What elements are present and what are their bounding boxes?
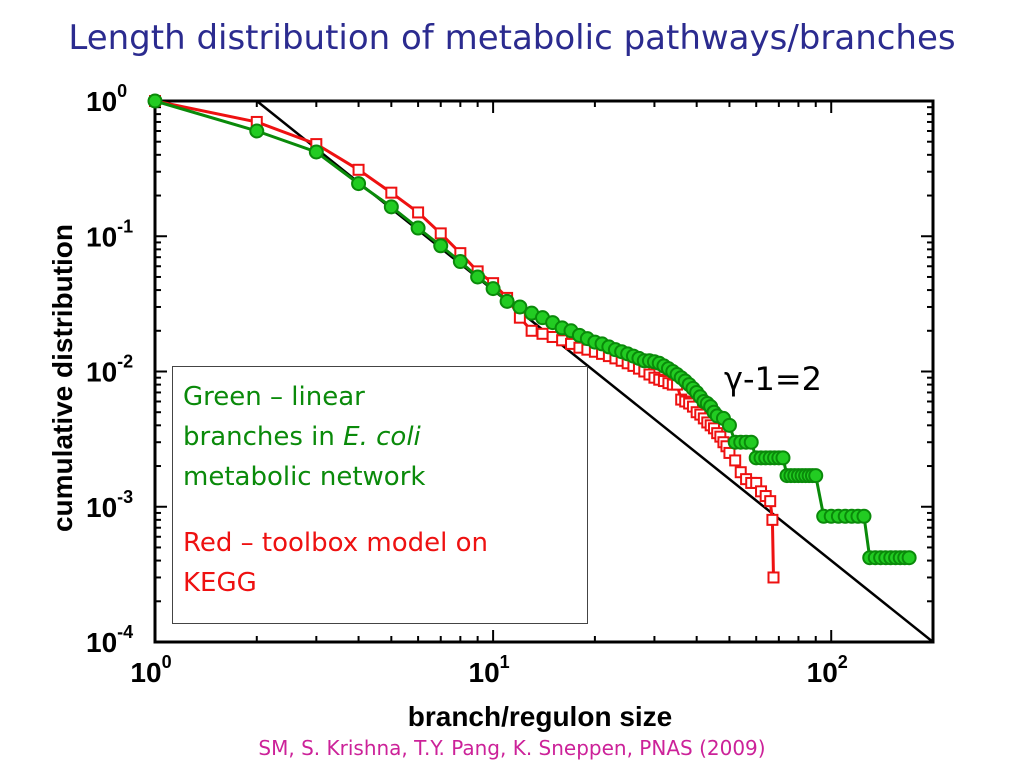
y-tick-exp: 0 [117,81,127,101]
data-point-green [901,550,917,566]
data-point-green [743,434,759,450]
x-tick-base: 10 [807,657,838,688]
legend-green-line2-pre: branches in [183,422,344,452]
series-layer [147,93,934,643]
gamma-symbol: γ [724,360,743,398]
data-point-red [525,324,538,337]
data-point-red [766,513,779,526]
x-tick-label: 100 [130,652,171,688]
data-point-green [808,468,824,484]
data-point-green [499,293,515,309]
gamma-text: -1=2 [743,360,822,398]
data-point-green [147,93,163,109]
y-tick-base: 10 [86,492,117,523]
y-tick-exp: -4 [117,622,133,642]
legend-green: Green – linear branches in E. coli metab… [183,377,577,497]
data-point-green [308,144,324,160]
x-tick-exp: 1 [500,652,510,672]
data-point-red [767,571,780,584]
data-point-green [512,299,528,315]
legend-green-line2-italic: E. coli [343,422,421,452]
data-point-green [721,417,737,433]
y-tick-exp: -3 [117,487,133,507]
y-tick-label: 10-2 [86,352,133,388]
tick-marks [154,100,934,643]
y-tick-base: 10 [86,357,117,388]
legend-red-line2: KEGG [183,568,257,598]
data-point-green [249,123,265,139]
y-axis-label: cumulative distribution [47,224,78,532]
data-point-green [351,176,367,192]
data-point-green [383,199,399,215]
data-point-green [485,281,501,297]
legend-green-line2: branches in E. coli [183,417,577,457]
x-tick-base: 10 [130,657,161,688]
y-tick-label: 10-1 [86,216,133,252]
y-tick-base: 10 [86,86,117,117]
x-axis-label: branch/regulon size [408,701,673,732]
gamma-annotation: γ-1=2 [724,360,822,398]
data-point-red [385,186,398,199]
x-tick-label: 102 [807,652,848,688]
legend-green-line3: metabolic network [183,462,426,492]
data-point-green [433,238,449,254]
data-point-red [352,163,365,176]
y-tick-base: 10 [86,627,117,658]
data-point-red [412,206,425,219]
data-point-green [775,450,791,466]
y-tick-base: 10 [86,221,117,252]
data-point-green [452,254,468,270]
legend-green-line1: Green – linear [183,382,365,412]
x-tick-base: 10 [469,657,500,688]
data-point-green [410,220,426,236]
x-tick-exp: 2 [838,652,848,672]
x-tick-label: 101 [469,652,510,688]
data-point-red [729,454,742,467]
data-point-red [764,495,777,508]
legend-red-line1: Red – toolbox model on [183,528,489,558]
legend-red: Red – toolbox model on KEGG [183,523,577,603]
data-point-red [536,327,549,340]
slide-title: Length distribution of metabolic pathway… [68,18,956,58]
y-tick-exp: -2 [117,352,133,372]
data-point-red [434,227,447,240]
x-tick-exp: 0 [162,652,172,672]
data-point-green [856,508,872,524]
legend-box: Green – linear branches in E. coli metab… [172,366,588,624]
y-tick-label: 10-3 [86,487,133,523]
citation: SM, S. Krishna, T.Y. Pang, K. Sneppen, P… [258,736,766,760]
y-tick-exp: -1 [117,216,133,236]
y-tick-label: 10-4 [86,622,133,658]
y-tick-label: 100 [86,81,127,117]
data-point-green [470,269,486,285]
